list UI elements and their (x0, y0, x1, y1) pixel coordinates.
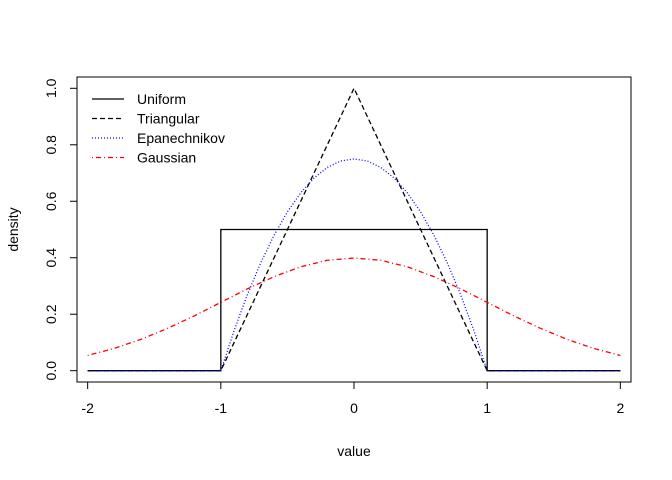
y-tick-label: 0.6 (43, 191, 59, 211)
legend-label-uniform: Uniform (137, 91, 186, 107)
y-tick-label: 0.2 (43, 304, 59, 324)
y-tick-label: 1.0 (43, 78, 59, 98)
series-line-gaussian (87, 257, 621, 357)
x-tick-label: 0 (350, 400, 358, 416)
series-layer (87, 86, 621, 372)
legend-label-gaussian: Gaussian (137, 150, 196, 166)
y-tick-label: 0.4 (43, 248, 59, 268)
x-tick-label: 1 (483, 400, 491, 416)
series-line-epanechnikov (87, 158, 621, 372)
legend-label-epanechnikov: Epanechnikov (137, 130, 225, 146)
y-axis-label: density (5, 207, 21, 251)
x-tick-label: -2 (81, 400, 94, 416)
series-line-uniform (87, 228, 621, 372)
x-axis-label: value (337, 443, 371, 459)
y-tick-label: 0.8 (43, 135, 59, 155)
x-tick-label: -1 (215, 400, 228, 416)
y-tick-label: 0.0 (43, 361, 59, 381)
legend-label-triangular: Triangular (137, 111, 200, 127)
x-tick-label: 2 (616, 400, 624, 416)
y-axis: 0.0 0.2 0.4 0.6 0.8 1.0 (43, 78, 78, 381)
x-axis: -2 -1 0 1 2 (81, 381, 624, 416)
legend: Uniform Triangular Epanechnikov Gaussian (92, 91, 225, 166)
